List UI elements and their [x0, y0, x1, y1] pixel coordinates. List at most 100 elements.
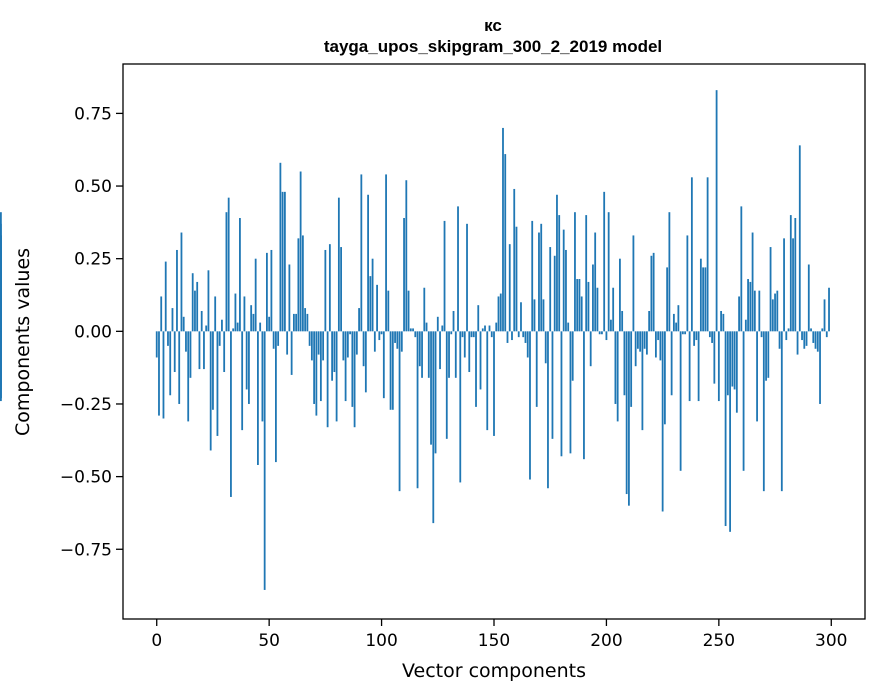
bar-6: [169, 331, 172, 396]
bar-179: [558, 215, 561, 332]
chart-title-line2: tayga_upos_skipgram_300_2_2019 model: [324, 37, 662, 56]
bar-240: [695, 331, 698, 341]
bar-14: [187, 331, 190, 422]
bar-9: [176, 249, 178, 332]
bar-46: [259, 322, 262, 332]
bar-77: [328, 244, 331, 332]
bar-142: [475, 331, 477, 407]
bar-81: [337, 197, 340, 332]
bar-188: [578, 279, 581, 332]
bar-163: [522, 331, 525, 338]
bar-73: [319, 331, 322, 402]
bar-218: [646, 331, 648, 355]
y-tick-label: 0.75: [74, 104, 112, 124]
bar-181: [562, 229, 565, 332]
bar-72: [317, 331, 320, 355]
bar-141: [472, 331, 475, 338]
bar-260: [740, 206, 743, 332]
bar-224: [659, 331, 662, 361]
bar-227: [666, 267, 669, 332]
bar-23: [207, 270, 210, 332]
bar-284: [794, 218, 797, 332]
bar-168: [533, 299, 536, 332]
bar-103: [387, 290, 390, 332]
bar-233: [679, 331, 682, 471]
bar-258: [735, 331, 738, 413]
bar-234: [681, 331, 684, 335]
bar-144: [479, 331, 482, 390]
y-tick-label: 0.25: [74, 250, 112, 270]
bar-281: [787, 328, 790, 332]
y-tick-label: −0.25: [60, 395, 112, 415]
bar-296: [821, 328, 824, 332]
bar-68: [308, 331, 311, 346]
bar-60: [290, 331, 293, 375]
bar-26: [214, 296, 217, 332]
bar-259: [738, 296, 740, 332]
bar-40: [245, 331, 248, 390]
bar-24: [209, 331, 212, 451]
bar-115: [414, 331, 417, 338]
bar-294: [816, 331, 819, 352]
bar-204: [614, 331, 617, 404]
bar-174: [547, 331, 549, 489]
bar-162: [520, 302, 522, 332]
plot-frame: [122, 63, 866, 620]
bar-106: [394, 331, 396, 343]
bar-199: [603, 191, 606, 332]
bar-236: [686, 235, 689, 332]
bar-183: [567, 322, 570, 332]
bar-67: [306, 313, 309, 332]
bar-213: [634, 331, 637, 367]
bar-229: [670, 331, 673, 396]
bar-28: [218, 331, 221, 346]
bar-105: [391, 331, 394, 410]
bar-114: [412, 328, 414, 332]
bar-225: [661, 331, 664, 512]
bar-120: [425, 322, 428, 332]
bar-202: [610, 319, 612, 332]
bar-276: [776, 290, 779, 332]
bar-121: [427, 331, 430, 378]
bar-251: [720, 310, 722, 332]
bar-206: [619, 258, 621, 332]
chart-title-line1: кс: [484, 16, 502, 35]
bar-113: [409, 328, 412, 332]
y-axis-ticks: −0.75 −0.50 −0.25 0.00 0.25 0.50 0.75: [60, 104, 123, 560]
bar-74: [322, 331, 325, 361]
bar-128: [443, 220, 446, 332]
bar-2: [160, 296, 163, 332]
bar-0: [155, 331, 158, 358]
bar-35: [234, 293, 237, 332]
bar-18: [196, 281, 199, 332]
bar-295: [819, 331, 821, 404]
bar-264: [749, 281, 752, 332]
bar-87: [351, 331, 354, 407]
bar-143: [477, 305, 480, 332]
bar-268: [758, 290, 761, 332]
bar-257: [733, 331, 736, 390]
bar-169: [535, 331, 538, 407]
bar-133: [454, 331, 457, 378]
bar-238: [690, 177, 693, 332]
bar-263: [747, 279, 749, 332]
bar-137: [463, 331, 466, 358]
bar-191: [585, 215, 588, 332]
bar-288: [803, 331, 806, 349]
bar-82: [340, 247, 342, 332]
bar-91: [360, 174, 363, 332]
bar-undefined: [0, 331, 2, 402]
bar-171: [540, 223, 543, 332]
bar-undefined: [0, 267, 2, 332]
bar-62: [295, 313, 298, 332]
bar-156: [506, 331, 509, 343]
bar-70: [313, 331, 316, 404]
bar-146: [484, 325, 486, 332]
bar-127: [441, 325, 444, 332]
x-axis-label: Vector components: [402, 660, 586, 682]
bar-132: [452, 310, 455, 332]
bar-172: [542, 299, 545, 332]
bar-83: [342, 331, 345, 361]
bar-42: [250, 305, 253, 332]
bar-31: [225, 212, 228, 332]
